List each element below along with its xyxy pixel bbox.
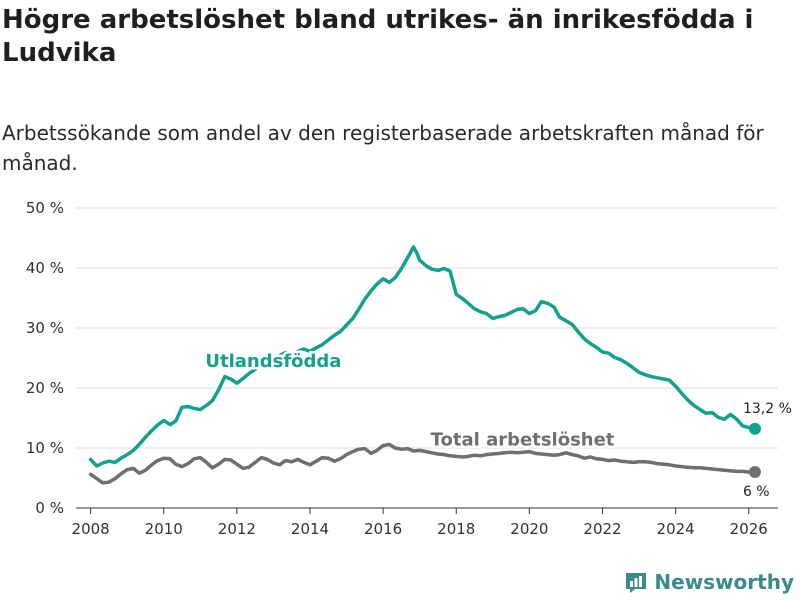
gridlines [76,207,778,509]
chart-subtitle: Arbetssökande som andel av den registerb… [2,121,764,175]
y-tick-label: 10 % [26,439,64,457]
axes: 0 % 10 % 20 % 30 % 40 % 50 % 2008 2010 2012 2014 2… [26,199,768,538]
x-tick-label: 2018 [437,520,475,538]
end-point-utlandsfodda [748,422,761,435]
x-tick-label: 2014 [291,520,329,538]
series-label-utlandsfodda: Utlandsfödda [205,351,341,372]
end-label-utlandsfodda: 13,2 % [743,401,792,417]
y-tick-label: 20 % [26,379,64,397]
x-tick-label: 2020 [510,520,548,538]
x-tick-label: 2024 [657,520,695,538]
x-tick-label: 2008 [72,520,110,538]
series-line-utlandsfodda [88,245,757,468]
chart-title: Högre arbetslöshet bland utrikes- än inr… [2,5,754,68]
series-label-total: Total arbetslöshet [431,430,615,451]
newsworthy-logo: Newsworthy [624,570,794,594]
newsworthy-logo-icon [626,573,647,593]
end-label-total: 6 % [743,484,770,500]
x-tick-label: 2026 [730,520,768,538]
y-tick-label: 50 % [26,199,64,217]
x-tick-label: 2012 [218,520,256,538]
series-labels: 13,2 % 6 % Utlandsfödda Total arbetslöshet [203,349,792,501]
series-lines [88,245,761,485]
x-tick-label: 2022 [583,520,621,538]
x-tick-label: 2016 [364,520,402,538]
y-tick-label: 30 % [26,319,64,337]
y-tick-label: 40 % [26,259,64,277]
y-tick-label: 0 % [35,499,64,517]
series-line-total [88,442,757,485]
newsworthy-logo-text: Newsworthy [654,570,794,594]
end-point-total [748,466,761,478]
x-tick-label: 2010 [145,520,183,538]
